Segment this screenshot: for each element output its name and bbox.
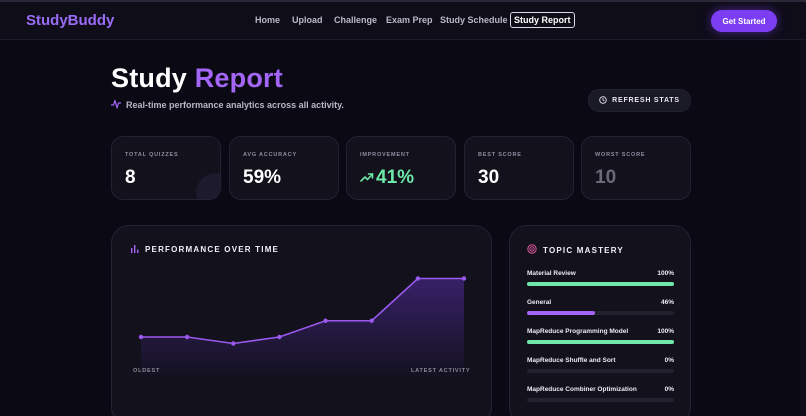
page-subtitle-text: Real-time performance analytics across a… (126, 100, 344, 110)
data-point-1[interactable] (138, 334, 144, 340)
topic-item: MapReduce Combiner Optimization 0% (527, 386, 674, 402)
top-navigation-bar: StudyBuddy Home Upload Challenge Exam Pr… (0, 0, 806, 40)
top-divider (0, 0, 806, 2)
refresh-stats-label: REFRESH STATS (612, 97, 680, 104)
data-point-6[interactable] (369, 318, 374, 323)
stat-card-best-score: BEST SCORE 30 (464, 136, 574, 200)
topic-progress-fill (527, 311, 595, 315)
performance-title: PERFORMANCE OVER TIME (130, 244, 279, 255)
nav-item-exam-prep[interactable]: Exam Prep (386, 15, 433, 25)
stat-label: WORST SCORE (595, 152, 646, 158)
topic-progress-track (527, 311, 674, 315)
stat-card-total-quizzes: TOTAL QUIZZES 8 (111, 136, 221, 200)
stat-card-worst-score: WORST SCORE 10 (581, 136, 691, 200)
topic-name: Material Review (527, 270, 576, 277)
refresh-stats-button[interactable]: REFRESH STATS (588, 89, 691, 112)
stat-card-avg-accuracy: AVG ACCURACY 59% (229, 136, 339, 200)
activity-pulse-icon (111, 99, 121, 111)
topic-progress-track (527, 340, 674, 344)
stat-value: 59% (243, 167, 282, 188)
clock-icon (599, 95, 607, 106)
data-point-5[interactable] (323, 318, 328, 323)
nav-item-challenge[interactable]: Challenge (334, 15, 378, 25)
topic-mastery-panel: TOPIC MASTERY Material Review 100% General… (509, 225, 691, 416)
nav-item-upload[interactable]: Upload (292, 15, 323, 25)
data-point-4[interactable] (277, 334, 282, 340)
stat-value: 10 (595, 167, 617, 188)
topic-percent: 100% (657, 270, 674, 277)
topic-row: Material Review 100% (527, 270, 674, 277)
stat-label: BEST SCORE (478, 152, 522, 158)
performance-area (141, 278, 464, 376)
page-title: Study Report (111, 63, 283, 94)
data-point-2[interactable] (184, 334, 190, 340)
page-title-main: Study (111, 63, 188, 93)
brand-logo[interactable]: StudyBuddy (26, 12, 115, 29)
topic-row: General 46% (527, 299, 674, 306)
topic-progress-track (527, 282, 674, 286)
topic-progress-fill (527, 282, 674, 286)
data-point-8[interactable] (461, 276, 467, 281)
topic-name: General (527, 299, 552, 306)
stat-value: 41% (376, 167, 415, 188)
main-nav: Home Upload Challenge Exam Prep Study Sc… (0, 12, 806, 29)
topic-progress-fill (527, 340, 674, 344)
stat-value: 8 (125, 167, 136, 188)
page-subtitle: Real-time performance analytics across a… (111, 99, 344, 111)
performance-chart (138, 276, 467, 376)
topic-row: MapReduce Programming Model 100% (527, 328, 674, 335)
x-axis-start-label: OLDEST (133, 368, 161, 374)
topic-item: MapReduce Shuffle and Sort 0% (527, 357, 674, 373)
topic-progress-track (527, 398, 674, 402)
scrollbar[interactable] (800, 40, 806, 416)
topic-row: MapReduce Combiner Optimization 0% (527, 386, 674, 393)
bar-chart-icon (130, 244, 139, 255)
topic-percent: 100% (657, 328, 674, 335)
stat-value: 30 (478, 167, 500, 188)
topic-name: MapReduce Shuffle and Sort (527, 357, 616, 364)
topic-item: General 46% (527, 299, 674, 315)
trending-up-icon (360, 167, 374, 189)
stat-label: IMPROVEMENT (360, 152, 410, 158)
performance-line (141, 277, 464, 345)
topic-mastery-title-text: TOPIC MASTERY (543, 245, 624, 255)
nav-item-home[interactable]: Home (255, 15, 281, 25)
topic-item: Material Review 100% (527, 270, 674, 286)
stat-label: AVG ACCURACY (243, 152, 297, 158)
topic-row: MapReduce Shuffle and Sort 0% (527, 357, 674, 364)
topic-percent: 46% (660, 299, 674, 306)
performance-title-text: PERFORMANCE OVER TIME (145, 245, 280, 254)
nav-item-study-report[interactable]: Study Report (510, 12, 575, 28)
topic-percent: 0% (664, 357, 674, 364)
target-icon (527, 244, 537, 256)
data-point-3[interactable] (231, 341, 236, 346)
topic-progress-track (527, 369, 674, 373)
data-point-7[interactable] (415, 276, 421, 281)
nav-item-study-schedule[interactable]: Study Schedule (440, 15, 508, 25)
topic-mastery-title: TOPIC MASTERY (527, 244, 624, 256)
get-started-button[interactable]: Get Started (711, 10, 777, 32)
stat-label: TOTAL QUIZZES (125, 152, 179, 158)
topic-name: MapReduce Combiner Optimization (527, 386, 637, 393)
topic-percent: 0% (664, 386, 674, 393)
page-title-accent: Report (194, 63, 283, 93)
topic-name: MapReduce Programming Model (527, 328, 629, 335)
performance-panel: PERFORMANCE OVER TIME OLDEST LATEST ACTI… (111, 225, 492, 416)
decorative-circle (196, 173, 220, 199)
stat-value-wrapper: 41% (360, 167, 414, 189)
stat-card-improvement: IMPROVEMENT 41% (346, 136, 456, 200)
x-axis-end-label: LATEST ACTIVITY (411, 368, 471, 374)
topic-item: MapReduce Programming Model 100% (527, 328, 674, 344)
